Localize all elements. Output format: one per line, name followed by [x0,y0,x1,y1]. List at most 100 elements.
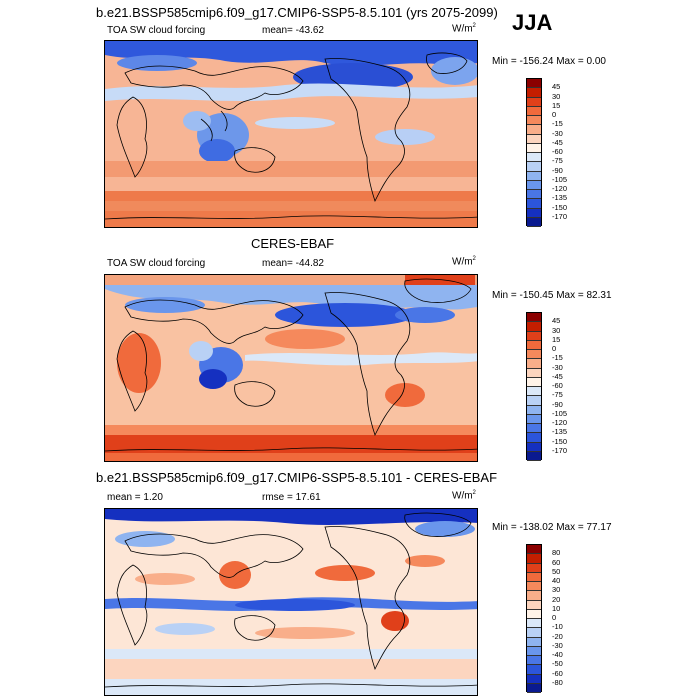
colorbar-swatch [527,153,541,163]
colorbar-swatch [527,340,541,350]
colorbar-label: 30 [552,325,561,335]
colorbar-swatch [527,79,541,89]
panel3-units: W/m2 [452,490,476,502]
panel3-map-field [105,509,477,695]
panel1-center-label: mean= -43.62 [262,25,324,36]
colorbar-swatch [527,628,541,638]
colorbar-label: -45 [552,371,563,381]
colorbar-label: -80 [552,677,563,687]
colorbar-label: -30 [552,362,563,372]
colorbar-label: -135 [552,193,568,203]
colorbar-swatch [527,359,541,369]
colorbar-label: -45 [552,137,563,147]
colorbar-swatch [527,217,541,227]
panel1-title: b.e21.BSSP585cmip6.f09_g17.CMIP6-SSP5-8.… [96,5,498,20]
colorbar-swatch [527,582,541,592]
colorbar-label: -150 [552,202,568,212]
panel2-center-label: mean= -44.82 [262,258,324,269]
panel1-left-label: TOA SW cloud forcing [107,25,206,36]
colorbar-label: 15 [552,334,561,344]
panel1-units: W/m2 [452,23,476,35]
panel1-colorbar [526,78,542,227]
colorbar-swatch [527,208,541,218]
panel3-center-label: rmse = 17.61 [262,492,321,503]
colorbar-label: -120 [552,418,568,427]
colorbar-label: -105 [552,174,568,184]
colorbar-label: 30 [552,585,561,595]
colorbar-label: 50 [552,566,561,576]
colorbar-swatch [527,162,541,172]
colorbar-label: -40 [552,650,563,659]
panel2-title: CERES-EBAF [251,236,335,251]
panel3-left-label: mean = 1.20 [107,492,163,503]
colorbar-swatch [527,396,541,406]
colorbar-swatch [527,387,541,397]
colorbar-swatch [527,180,541,190]
colorbar-swatch [527,190,541,200]
colorbar-swatch [527,674,541,684]
colorbar-swatch [527,116,541,126]
colorbar-label: -60 [552,668,563,678]
colorbar-label: -15 [552,353,563,363]
colorbar-swatch [527,433,541,443]
colorbar-label: 0 [552,613,557,622]
colorbar-swatch [527,451,541,461]
colorbar-label: -50 [552,659,563,669]
colorbar-label: -75 [552,390,563,400]
colorbar-label: -15 [552,119,563,129]
colorbar-label: -150 [552,436,568,446]
colorbar-swatch [527,656,541,666]
colorbar-swatch [527,609,541,619]
panel1-minmax: Min = -156.24 Max = 0.00 [492,56,606,67]
colorbar-swatch [527,368,541,378]
colorbar-label: 40 [552,576,561,585]
panel2-map-field [105,275,477,461]
panel1-map-field [105,41,477,227]
colorbar-label: 0 [552,110,557,119]
colorbar-label: 10 [552,603,561,613]
colorbar-swatch [527,619,541,629]
colorbar-swatch [527,572,541,582]
colorbar-label: -60 [552,381,563,390]
panel2-units: W/m2 [452,256,476,268]
colorbar-label: -10 [552,622,563,632]
colorbar-label: 15 [552,100,561,110]
colorbar-label: -90 [552,399,563,409]
colorbar-swatch [527,414,541,424]
colorbar-swatch [527,600,541,610]
colorbar-swatch [527,171,541,181]
colorbar-swatch [527,125,541,135]
colorbar-label: 45 [552,82,561,92]
colorbar-label: -105 [552,408,568,418]
colorbar-label: 60 [552,557,561,567]
colorbar-swatch [527,442,541,452]
colorbar-label: 30 [552,91,561,101]
colorbar-label: -135 [552,427,568,437]
colorbar-swatch [527,97,541,107]
season-tag: JJA [512,10,553,35]
colorbar-label: 20 [552,594,561,604]
colorbar-label: 45 [552,316,561,326]
panel3-title: b.e21.BSSP585cmip6.f09_g17.CMIP6-SSP5-8.… [96,470,498,485]
colorbar-label: -30 [552,128,563,138]
colorbar-label: -170 [552,211,568,221]
panel3-colorbar [526,544,542,693]
colorbar-label: -20 [552,631,563,641]
colorbar-swatch [527,106,541,116]
panel2-left-label: TOA SW cloud forcing [107,258,206,269]
colorbar-swatch [527,322,541,332]
colorbar-swatch [527,350,541,360]
colorbar-label: -90 [552,165,563,175]
panel3-minmax: Min = -138.02 Max = 77.17 [492,522,612,533]
colorbar-swatch [527,545,541,555]
colorbar-swatch [527,134,541,144]
colorbar-swatch [527,331,541,341]
colorbar-swatch [527,199,541,209]
colorbar-swatch [527,88,541,98]
colorbar-swatch [527,646,541,656]
colorbar-swatch [527,405,541,415]
colorbar-label: -60 [552,147,563,156]
colorbar-swatch [527,377,541,387]
colorbar-swatch [527,143,541,153]
panel2-colorbar [526,312,542,461]
